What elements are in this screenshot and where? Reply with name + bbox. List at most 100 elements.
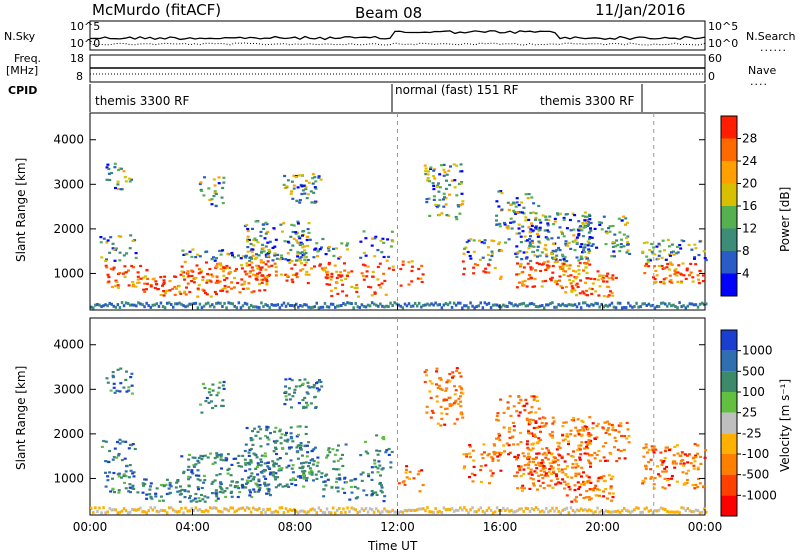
echo-cell — [424, 173, 428, 176]
echo-cell — [551, 430, 554, 434]
echo-cell — [378, 262, 382, 265]
echo-cell — [315, 464, 319, 467]
echo-cell — [130, 178, 133, 181]
echo-cell — [649, 458, 653, 461]
echo-cell — [527, 452, 530, 455]
echo-cell — [673, 460, 677, 463]
echo-cell — [162, 279, 166, 282]
echo-cell — [561, 253, 564, 256]
echo-cell — [586, 294, 589, 297]
echo-cell — [573, 276, 577, 279]
echo-cell — [364, 237, 368, 240]
echo-cell — [576, 481, 580, 484]
echo-cell — [273, 262, 277, 265]
echo-cell — [279, 273, 283, 276]
echo-cell — [549, 277, 553, 280]
echo-cell — [276, 253, 280, 256]
echo-cell — [218, 473, 222, 476]
echo-cell — [644, 464, 647, 467]
ground-echo-cell — [504, 304, 507, 308]
echo-cell — [577, 444, 581, 447]
ground-echo-cell — [647, 302, 651, 306]
ground-echo-cell — [700, 510, 704, 514]
echo-cell — [611, 278, 615, 281]
echo-cell — [324, 266, 327, 269]
ground-echo-cell — [194, 506, 198, 510]
ground-echo-cell — [260, 511, 263, 515]
echo-cell — [540, 421, 544, 425]
echo-cell — [385, 449, 389, 452]
ground-echo-cell — [500, 305, 503, 309]
echo-cell — [517, 204, 521, 207]
echo-cell — [702, 250, 706, 253]
ground-echo-cell — [434, 507, 437, 511]
echo-cell — [287, 446, 291, 449]
echo-cell — [496, 459, 500, 462]
ground-echo-cell — [338, 506, 341, 510]
echo-cell — [265, 427, 269, 430]
echo-cell — [121, 272, 125, 275]
echo-cell — [299, 442, 303, 445]
echo-cell — [249, 242, 253, 246]
echo-cell — [436, 422, 440, 425]
ground-echo-cell — [446, 303, 450, 307]
echo-cell — [316, 461, 320, 464]
ground-echo-cell — [618, 301, 622, 305]
ground-echo-cell — [149, 506, 152, 510]
nsearch-tick-low: 10^0 — [708, 37, 739, 50]
nave-label: Nave — [748, 64, 777, 77]
ground-echo-cell — [157, 304, 161, 308]
echo-cell — [295, 276, 299, 279]
echo-cell — [327, 261, 331, 265]
echo-cell — [264, 268, 268, 271]
echo-cell — [515, 471, 519, 474]
echo-cell — [512, 405, 516, 408]
echo-cell — [594, 484, 598, 487]
ground-echo-cell — [698, 511, 702, 515]
echo-cell — [505, 442, 509, 445]
echo-cell — [551, 422, 555, 425]
echo-cell — [418, 490, 422, 493]
ground-echo-cell — [418, 301, 421, 305]
echo-cell — [537, 461, 541, 464]
echo-cell — [225, 290, 229, 293]
echo-cell — [571, 287, 575, 290]
ground-echo-cell — [92, 511, 95, 515]
echo-cell — [536, 488, 539, 491]
echo-cell — [460, 388, 464, 391]
echo-cell — [303, 258, 307, 261]
echo-cell — [201, 382, 205, 385]
echo-cell — [433, 177, 437, 180]
echo-cell — [445, 398, 449, 402]
echo-cell — [247, 476, 251, 479]
echo-cell — [526, 239, 529, 242]
ground-echo-cell — [247, 507, 251, 511]
echo-cell — [264, 263, 268, 266]
echo-cell — [202, 474, 206, 477]
echo-cell — [306, 228, 310, 231]
echo-cell — [327, 245, 331, 249]
echo-cell — [458, 212, 462, 215]
echo-cell — [558, 258, 562, 262]
echo-cell — [271, 259, 275, 262]
echo-cell — [173, 275, 176, 278]
echo-cell — [329, 278, 333, 281]
echo-cell — [260, 281, 264, 284]
ground-echo-cell — [213, 506, 216, 510]
echo-cell — [265, 278, 269, 281]
echo-cell — [525, 251, 529, 254]
echo-cell — [314, 187, 318, 190]
echo-cell — [335, 477, 339, 480]
echo-cell — [540, 459, 544, 462]
ground-echo-cell — [143, 510, 146, 514]
echo-cell — [123, 275, 127, 278]
ground-echo-cell — [282, 301, 286, 305]
echo-cell — [404, 471, 408, 474]
echo-cell — [502, 426, 506, 429]
echo-cell — [248, 275, 252, 278]
ground-echo-cell — [342, 302, 345, 305]
echo-cell — [572, 450, 575, 453]
echo-cell — [465, 455, 469, 458]
ground-echo-cell — [454, 508, 458, 512]
ground-echo-cell — [596, 302, 599, 306]
